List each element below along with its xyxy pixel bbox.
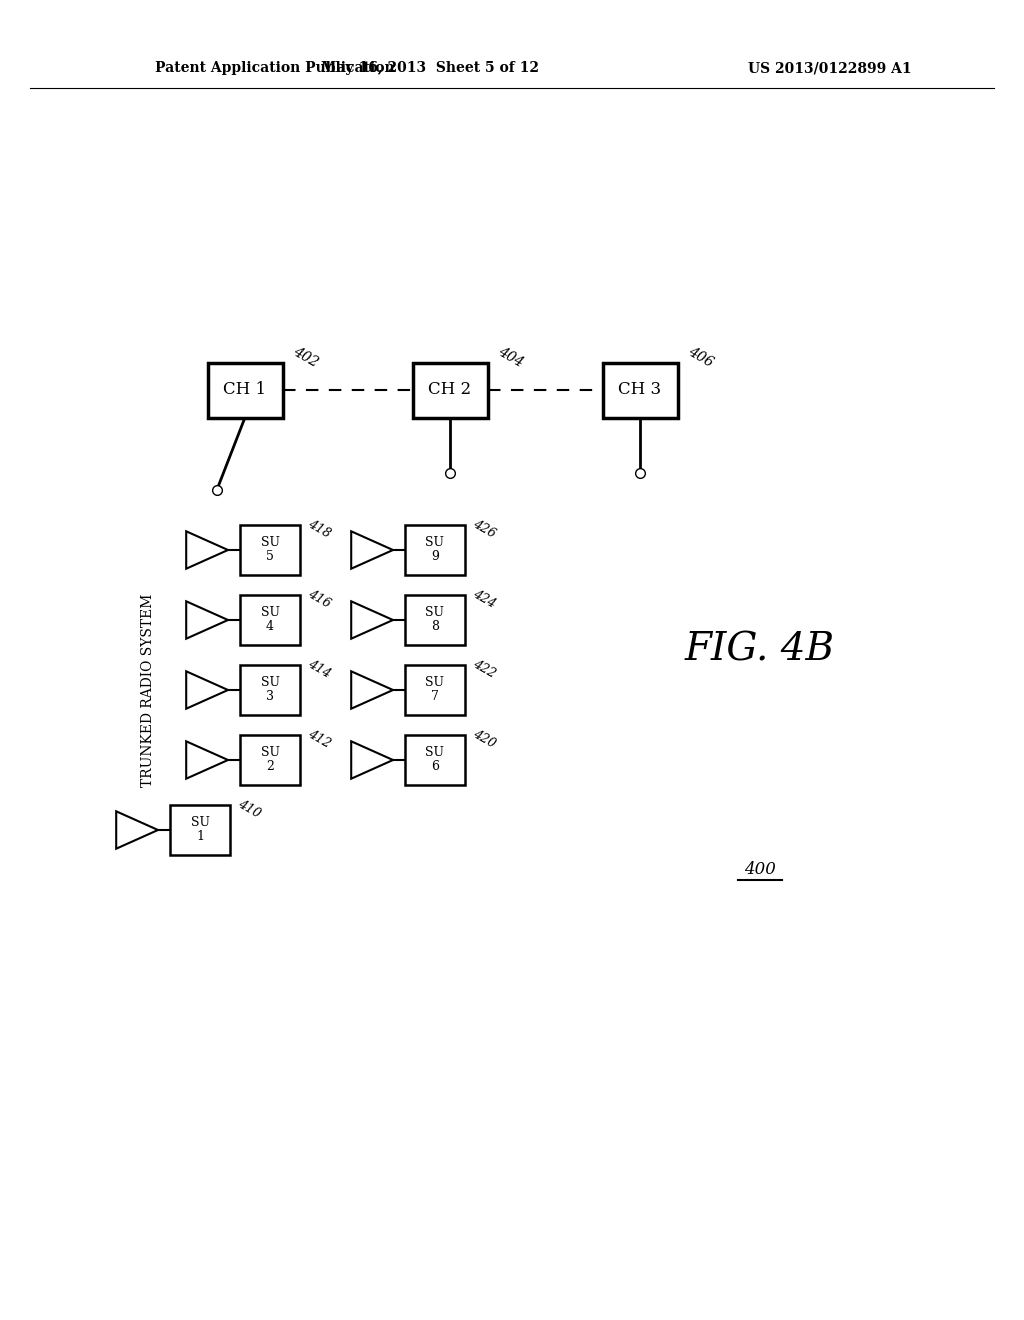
Polygon shape [186, 531, 228, 569]
Text: 402: 402 [291, 345, 321, 370]
Text: SU
2: SU 2 [260, 747, 280, 774]
Polygon shape [351, 742, 393, 779]
Text: 420: 420 [471, 727, 499, 750]
Text: SU
1: SU 1 [190, 817, 210, 843]
Polygon shape [186, 602, 228, 639]
Text: SU
5: SU 5 [260, 536, 280, 564]
Text: 416: 416 [306, 587, 333, 610]
Bar [413, 363, 487, 417]
Polygon shape [351, 672, 393, 709]
Polygon shape [186, 672, 228, 709]
Text: 406: 406 [685, 345, 716, 370]
Text: 418: 418 [306, 517, 333, 540]
Bar [406, 665, 465, 715]
Text: May 16, 2013  Sheet 5 of 12: May 16, 2013 Sheet 5 of 12 [321, 61, 539, 75]
Polygon shape [186, 742, 228, 779]
Text: SU
8: SU 8 [426, 606, 444, 634]
Text: Patent Application Publication: Patent Application Publication [155, 61, 394, 75]
Text: 412: 412 [306, 727, 333, 750]
Text: 410: 410 [236, 797, 263, 820]
Bar [602, 363, 678, 417]
Text: CH 2: CH 2 [428, 381, 472, 399]
Text: 422: 422 [471, 657, 499, 680]
Text: CH 1: CH 1 [223, 381, 266, 399]
Bar [240, 665, 300, 715]
Polygon shape [351, 531, 393, 569]
Text: TRUNKED RADIO SYSTEM: TRUNKED RADIO SYSTEM [141, 593, 155, 787]
Text: 404: 404 [496, 345, 525, 370]
Text: FIG. 4B: FIG. 4B [685, 631, 835, 668]
Bar [208, 363, 283, 417]
Text: SU
3: SU 3 [260, 676, 280, 704]
Bar [170, 805, 230, 855]
Text: 426: 426 [471, 517, 499, 540]
Text: SU
7: SU 7 [426, 676, 444, 704]
Text: SU
9: SU 9 [426, 536, 444, 564]
Bar [406, 525, 465, 576]
Text: SU
6: SU 6 [426, 747, 444, 774]
Text: 414: 414 [306, 657, 333, 680]
Text: 424: 424 [471, 587, 499, 610]
Polygon shape [116, 812, 158, 849]
Bar [406, 735, 465, 785]
Bar [406, 595, 465, 645]
Text: CH 3: CH 3 [618, 381, 662, 399]
Text: 400: 400 [744, 862, 776, 879]
Text: US 2013/0122899 A1: US 2013/0122899 A1 [749, 61, 911, 75]
Bar [240, 525, 300, 576]
Text: SU
4: SU 4 [260, 606, 280, 634]
Polygon shape [351, 602, 393, 639]
Bar [240, 595, 300, 645]
Bar [240, 735, 300, 785]
